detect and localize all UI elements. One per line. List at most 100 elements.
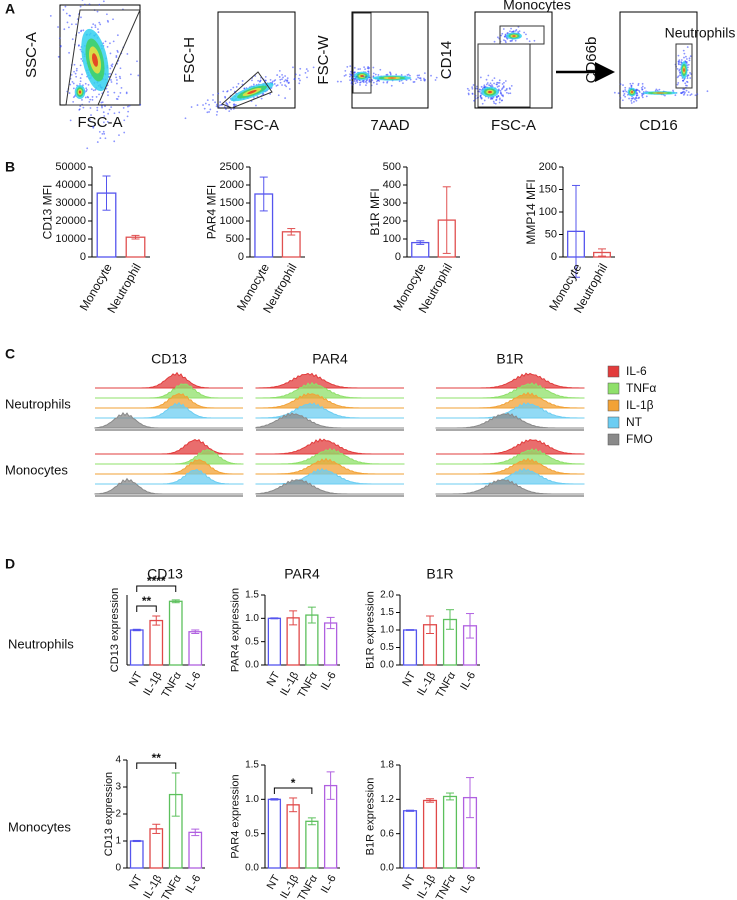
event-dot: [87, 83, 90, 86]
event-dot: [288, 88, 291, 90]
event-dot: [79, 48, 82, 51]
event-dot: [114, 73, 117, 76]
event-dot: [91, 98, 94, 101]
event-dot: [90, 114, 92, 116]
y-tick-label: 1.5: [380, 607, 394, 618]
event-dot: [305, 68, 308, 70]
density-core: [92, 53, 98, 67]
event-dot: [74, 72, 77, 75]
event-dot: [492, 100, 495, 103]
event-dot: [473, 99, 475, 102]
event-dot: [120, 86, 123, 89]
event-dot: [283, 80, 286, 83]
event-dot: [275, 84, 278, 87]
event-dot: [525, 33, 527, 36]
event-dot: [498, 98, 501, 101]
event-dot: [624, 95, 627, 98]
event-dot: [184, 117, 187, 120]
event-dot: [91, 96, 94, 98]
event-dot: [72, 82, 75, 85]
flow-y-label: CD14: [438, 41, 455, 79]
event-dot: [96, 109, 99, 112]
histogram-column-title: CD13: [151, 351, 187, 367]
event-dot: [87, 96, 90, 99]
event-dot: [116, 98, 119, 101]
event-dot: [98, 93, 100, 96]
event-dot: [504, 33, 507, 36]
significance-bracket: [273, 787, 313, 794]
event-dot: [372, 66, 375, 69]
event-dot: [630, 86, 633, 88]
event-dot: [514, 39, 517, 42]
event-dot: [116, 49, 119, 52]
event-dot: [677, 54, 680, 57]
flow-y-label: FSC-H: [181, 37, 198, 83]
event-dot: [496, 85, 499, 88]
event-dot: [107, 91, 109, 93]
legend-label: NT: [626, 415, 643, 429]
event-dot: [81, 73, 83, 76]
event-dot: [262, 93, 265, 95]
event-dot: [81, 0, 84, 1]
legend-swatch: [607, 382, 620, 395]
event-dot: [59, 45, 62, 48]
event-dot: [685, 58, 688, 60]
error-bar: [287, 228, 296, 236]
event-dot: [81, 99, 83, 101]
x-tick-label: TNFα: [296, 669, 321, 700]
flow-y-label: SSC-A: [23, 32, 40, 78]
event-dot: [96, 10, 99, 13]
event-dot: [57, 26, 59, 28]
x-tick-label: TNFα: [434, 872, 459, 900]
event-dot: [398, 80, 401, 83]
error-bar: [270, 798, 279, 801]
expression-row-label: Monocytes: [8, 819, 71, 834]
event-dot: [359, 84, 361, 86]
panel-label: C: [5, 346, 15, 362]
flow-x-label: CD16: [639, 117, 677, 134]
event-dot: [259, 80, 262, 82]
legend-swatch: [607, 416, 620, 429]
error-bar: [466, 777, 474, 819]
event-dot: [281, 84, 283, 86]
event-dot: [103, 132, 106, 135]
event-dot: [489, 82, 492, 85]
event-dot: [400, 74, 403, 76]
event-dot: [517, 31, 519, 33]
event-dot: [284, 84, 286, 87]
histogram-trace: [95, 393, 243, 409]
event-dot: [632, 89, 635, 92]
event-dot: [510, 27, 512, 30]
event-dot: [493, 82, 495, 85]
event-dot: [395, 73, 398, 76]
event-dot: [257, 79, 260, 82]
y-tick-label: 150: [539, 183, 557, 195]
event-dot: [104, 105, 106, 108]
event-dot: [476, 85, 478, 88]
event-dot: [284, 75, 286, 77]
event-dot: [678, 69, 681, 72]
event-dot: [115, 56, 118, 59]
event-dot: [102, 130, 105, 133]
event-dot: [635, 99, 638, 102]
y-axis-label: PAR4 expression: [230, 774, 242, 858]
event-dot: [223, 106, 226, 108]
event-dot: [674, 94, 677, 97]
y-axis-label: PAR4 MFI: [205, 185, 219, 239]
event-dot: [496, 96, 498, 99]
event-dot: [496, 81, 499, 84]
event-dot: [71, 38, 74, 41]
event-dot: [468, 89, 470, 92]
event-dot: [510, 85, 513, 87]
event-dot: [228, 110, 231, 112]
event-dot: [212, 93, 214, 96]
event-dot: [344, 69, 347, 72]
density-core: [631, 91, 633, 93]
panel-label: D: [5, 556, 15, 572]
error-bar: [270, 617, 279, 620]
event-dot: [252, 83, 255, 86]
event-dot: [497, 95, 500, 98]
event-dot: [498, 101, 501, 104]
event-dot: [632, 97, 635, 99]
event-dot: [95, 96, 98, 98]
